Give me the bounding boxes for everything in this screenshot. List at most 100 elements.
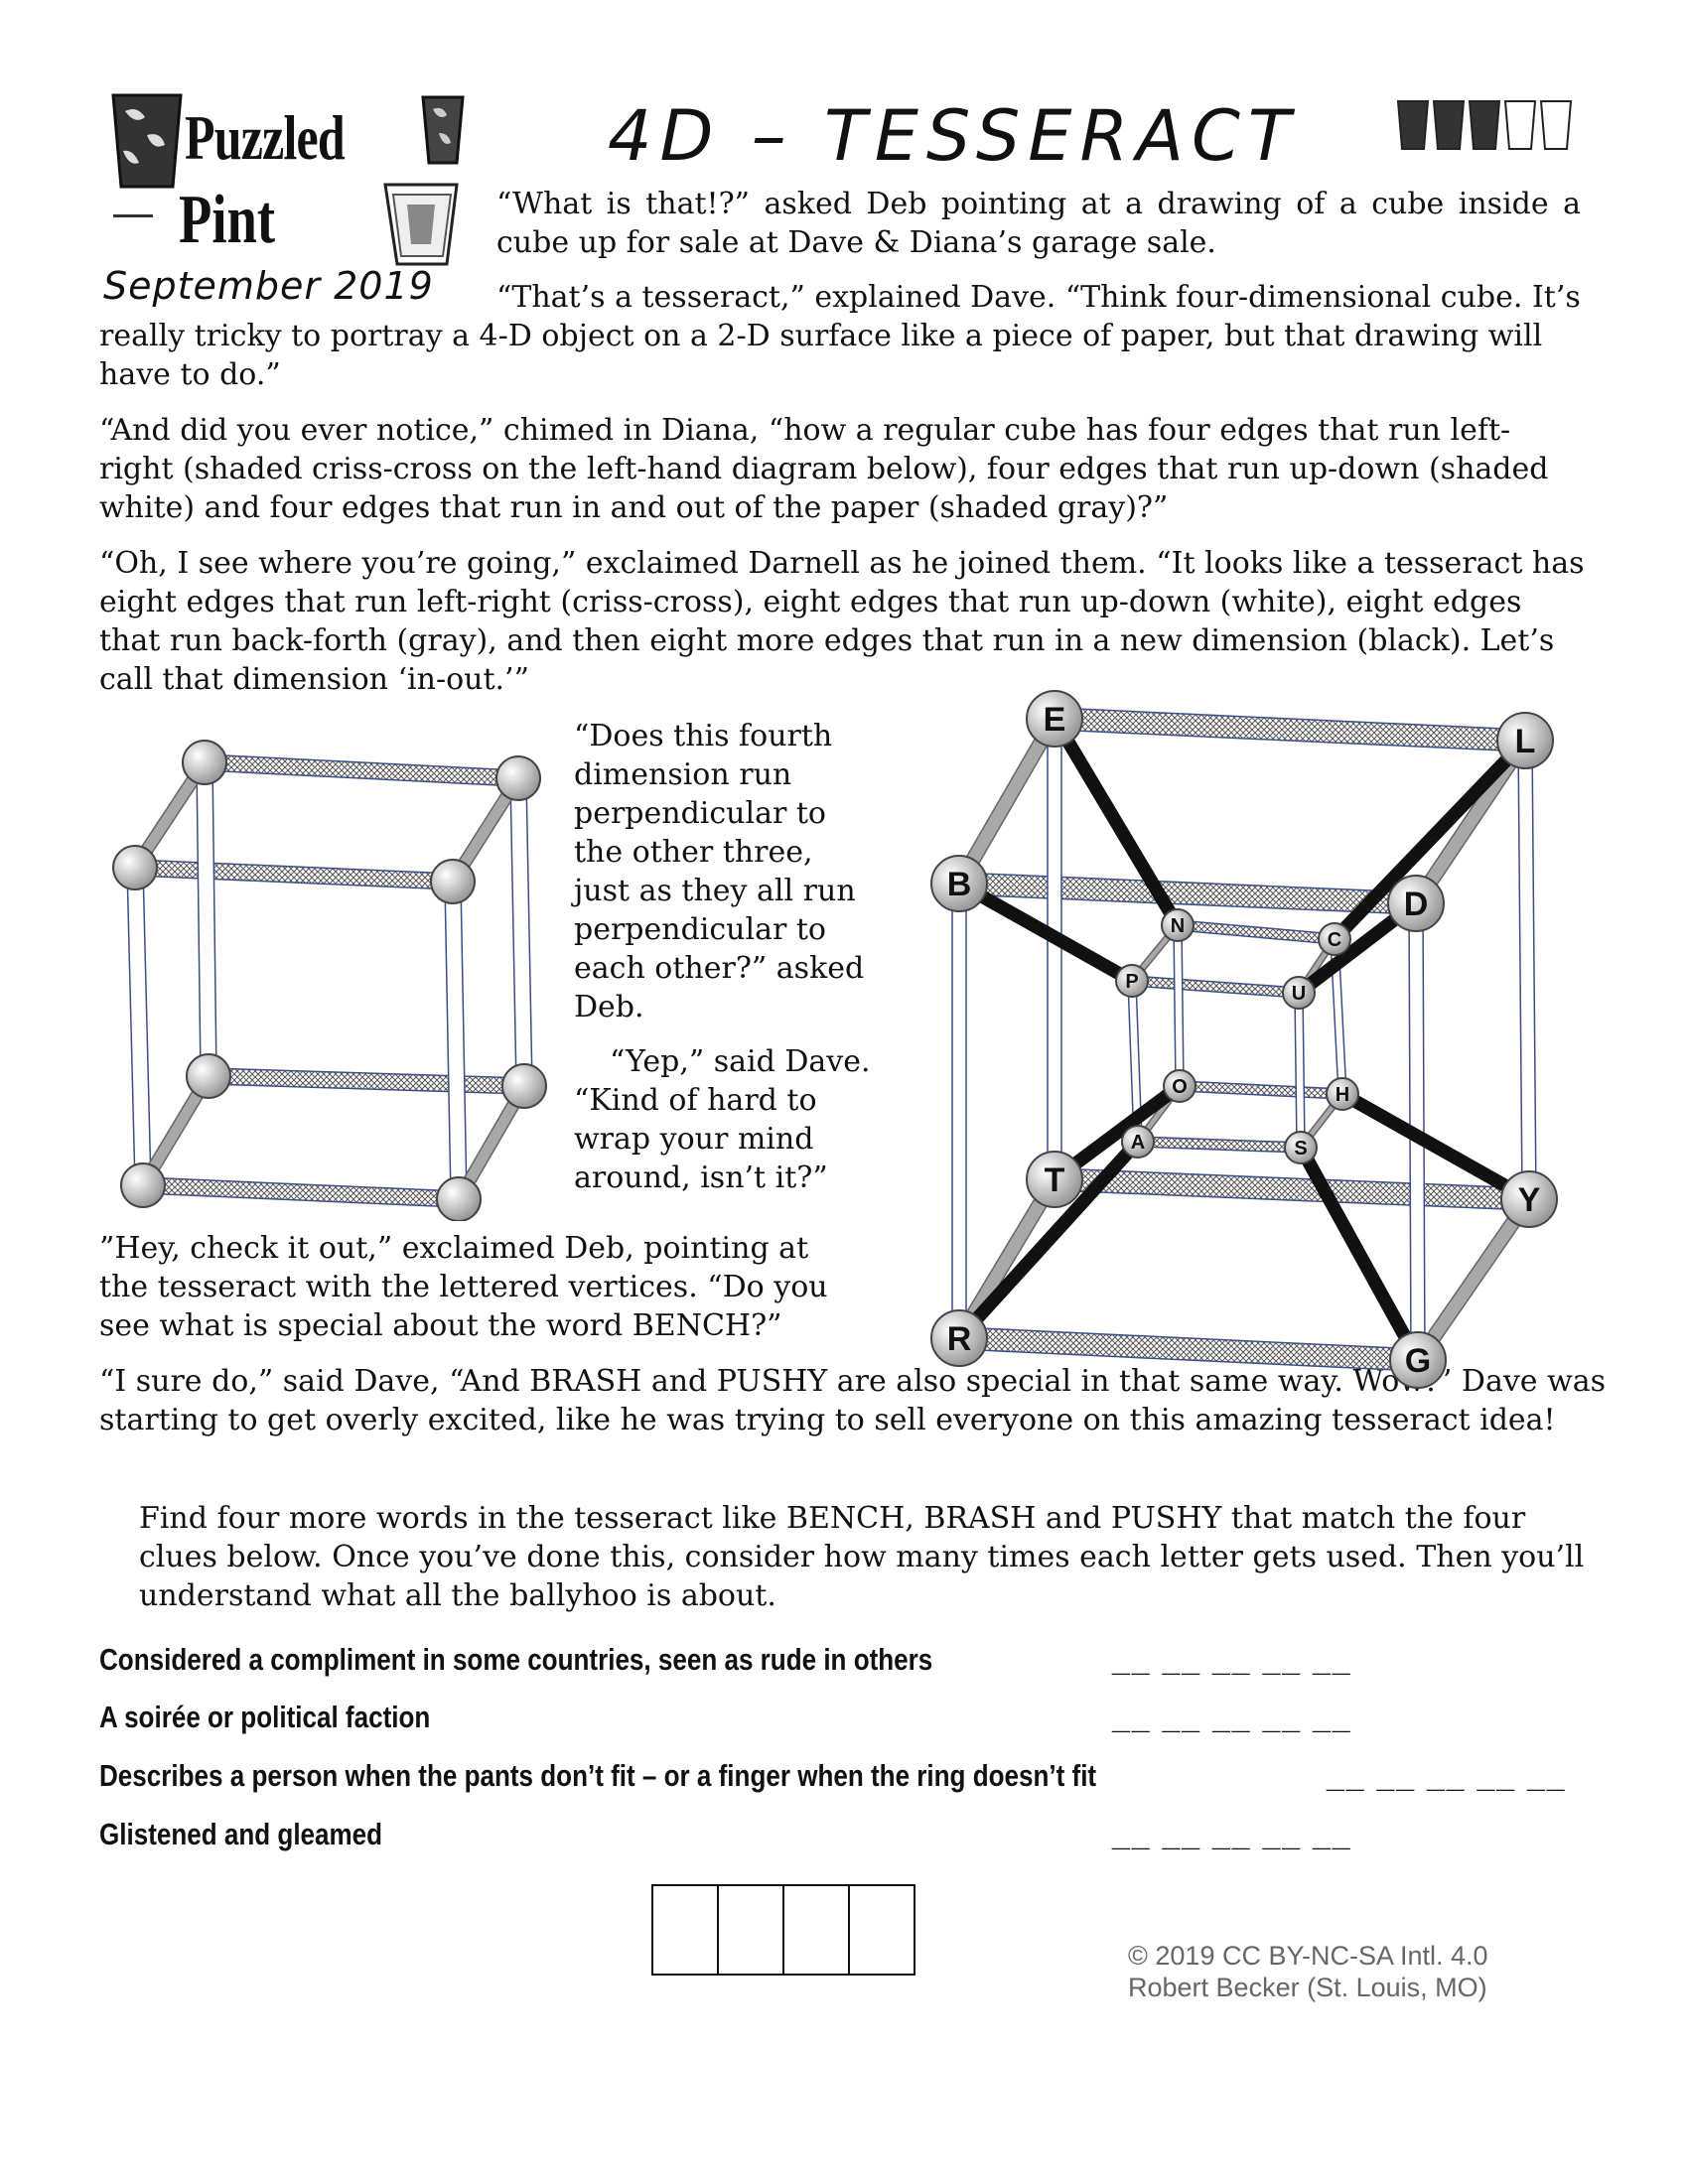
tesseract-diagram: E L B D N C P U O H A S T Y R G — [904, 685, 1638, 1400]
answer-cell[interactable] — [653, 1886, 719, 1974]
vertex-label: R — [947, 1320, 972, 1358]
logo-dash — [113, 214, 153, 217]
tesseract-vertex-a — [1121, 1125, 1155, 1159]
tesseract-vertex-l — [1496, 712, 1554, 769]
logo-line2: Pint — [179, 182, 276, 258]
paragraph-4: “Oh, I see where you’re going,” exclaime… — [99, 546, 1585, 697]
clue-2: A soirée or political faction — [99, 1700, 431, 1734]
tesseract-vertex-s — [1284, 1131, 1318, 1164]
edge-white — [1173, 924, 1185, 1087]
edge-cross — [1178, 1080, 1344, 1100]
edge-white — [126, 867, 152, 1186]
tesseract-vertex-b — [930, 855, 988, 912]
logo-mug-icon — [421, 95, 465, 165]
edge-cross — [133, 859, 455, 890]
paragraph-7: ”Hey, check it out,” exclaimed Deb, poin… — [99, 1231, 828, 1343]
cube-vertex — [186, 1053, 231, 1099]
clue-3: Describes a person when the pants don’t … — [99, 1758, 1097, 1793]
paragraph-1: “What is that!?” asked Deb pointing at a… — [496, 187, 1581, 260]
vertex-label: H — [1336, 1084, 1349, 1106]
edge-cross — [1053, 1167, 1531, 1211]
tesseract-vertex-r — [930, 1309, 988, 1367]
vertex-label: T — [1045, 1161, 1065, 1199]
tesseract-vertex-p — [1115, 964, 1149, 998]
logo-line1: Puzzled — [185, 102, 346, 173]
vertex-label: A — [1131, 1132, 1145, 1154]
paragraph-5: “Does this fourth dimension run perpendi… — [574, 719, 865, 1024]
credits-author: Robert Becker (St. Louis, MO) — [1128, 1973, 1487, 2002]
edge-white — [1294, 992, 1306, 1149]
paragraph-8: “I sure do,” said Dave, “And BRASH and P… — [99, 1364, 1607, 1437]
cube-vertex — [436, 1176, 482, 1222]
clue-2-blanks[interactable]: __ __ __ __ __ — [1112, 1700, 1352, 1735]
tesseract-vertex-u — [1282, 976, 1316, 1010]
paragraph-2: “That’s a tesseract,” explained Dave. “T… — [99, 280, 1581, 392]
difficulty-full-glass-icon — [1432, 100, 1466, 150]
edge-white — [196, 761, 217, 1077]
cube-vertex — [501, 1063, 547, 1109]
vertex-label: L — [1515, 723, 1536, 760]
vertex-label: B — [947, 866, 972, 903]
clue-1-blanks[interactable]: __ __ __ __ __ — [1112, 1642, 1352, 1678]
edge-cross — [1137, 1136, 1302, 1154]
edge-white — [1517, 740, 1537, 1200]
credits: © 2019 CC BY-NC-SA Intl. 4.0 Robert Beck… — [1128, 1940, 1488, 2003]
vertex-label: C — [1328, 929, 1341, 951]
logo-date: September 2019 — [103, 264, 434, 308]
edge-cross — [1176, 919, 1336, 945]
tesseract-vertex-e — [1026, 690, 1083, 748]
edge-cross — [203, 753, 520, 787]
edge-cross — [1130, 975, 1301, 999]
tesseract-vertex-h — [1326, 1077, 1359, 1111]
tesseract-vertex-y — [1500, 1170, 1558, 1228]
edge-white — [1047, 718, 1062, 1180]
vertex-label: P — [1125, 971, 1138, 993]
vertex-label: O — [1172, 1076, 1188, 1098]
edge-white — [509, 777, 533, 1087]
cube-diagram — [109, 735, 566, 1222]
vertex-label: Y — [1518, 1181, 1541, 1219]
answer-cell[interactable] — [719, 1886, 784, 1974]
vertex-label: G — [1405, 1342, 1431, 1380]
edge-cross — [141, 1176, 461, 1208]
edge-black — [1294, 1144, 1425, 1364]
vertex-label: U — [1292, 983, 1306, 1005]
cube-vertex — [495, 755, 541, 801]
cube-vertex — [182, 740, 227, 785]
answer-cell[interactable] — [850, 1886, 914, 1974]
tesseract-vertex-d — [1387, 875, 1445, 932]
vertex-label: E — [1044, 701, 1066, 739]
logo: Puzzled Pint September 2019 — [99, 87, 477, 308]
tesseract-vertex-c — [1318, 922, 1351, 956]
cube-vertex — [120, 1162, 166, 1208]
difficulty-rating — [1394, 97, 1579, 153]
difficulty-full-glass-icon — [1396, 100, 1430, 150]
clue-3-blanks[interactable]: __ __ __ __ __ — [1327, 1758, 1567, 1794]
tesseract-vertex-o — [1163, 1069, 1196, 1103]
page-title: 4D – TESSERACT — [608, 95, 1299, 177]
edge-cross — [1053, 707, 1527, 752]
difficulty-empty-glass-icon — [1539, 100, 1573, 150]
answer-box[interactable] — [651, 1884, 915, 1976]
edge-cross — [957, 872, 1418, 915]
answer-cell[interactable] — [784, 1886, 850, 1974]
paragraph-3: “And did you ever notice,” chimed in Dia… — [99, 413, 1549, 525]
cube-vertex — [430, 859, 476, 904]
clue-list: Considered a compliment in some countrie… — [99, 1642, 1609, 1880]
difficulty-empty-glass-icon — [1503, 100, 1537, 150]
paragraph-6: “Yep,” said Dave. “Kind of hard to wrap … — [574, 1044, 871, 1195]
edge-white — [444, 881, 468, 1200]
logo-empty-glass-icon — [383, 183, 459, 266]
vertex-label: N — [1171, 915, 1185, 937]
clue-1: Considered a compliment in some countrie… — [99, 1642, 933, 1677]
clue-4: Glistened and gleamed — [99, 1817, 383, 1851]
clue-4-blanks[interactable]: __ __ __ __ __ — [1112, 1817, 1352, 1852]
tesseract-vertex-n — [1161, 908, 1195, 942]
cube-vertex — [112, 845, 158, 890]
edge-cross — [957, 1326, 1420, 1372]
credits-license: © 2019 CC BY-NC-SA Intl. 4.0 — [1128, 1941, 1488, 1971]
tesseract-vertex-g — [1389, 1331, 1447, 1389]
difficulty-full-glass-icon — [1468, 100, 1501, 150]
edge-white — [951, 883, 967, 1339]
paragraph-9: Find four more words in the tesseract li… — [139, 1501, 1585, 1613]
